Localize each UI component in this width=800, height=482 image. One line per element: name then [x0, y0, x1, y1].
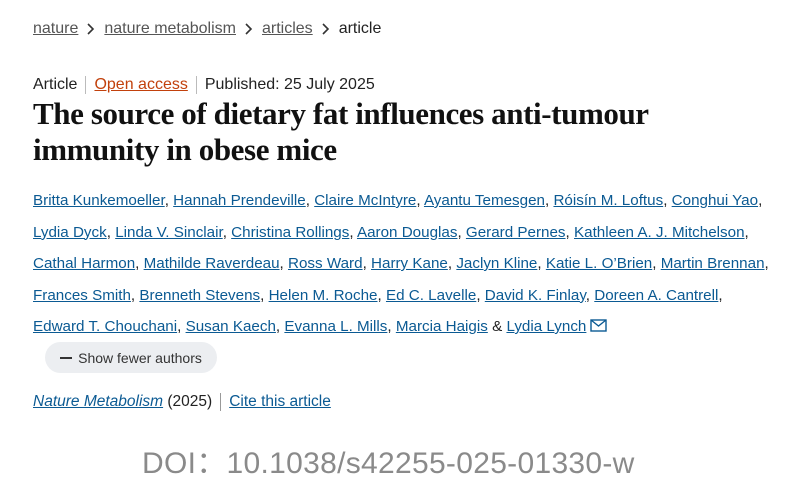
cite-link[interactable]: Cite this article [220, 393, 331, 411]
author-name[interactable]: Ayantu Temesgen [423, 192, 545, 209]
author-name[interactable]: Lydia Dyck [33, 223, 107, 241]
author-name[interactable]: Mathilde Raverdeau [143, 255, 280, 272]
author-separator: , [106, 223, 111, 241]
author-name[interactable]: Edward T. Chouchani [33, 318, 178, 335]
open-access[interactable]: Open access [85, 76, 195, 94]
author-name[interactable]: Martin Brennan [660, 255, 765, 272]
author-name[interactable]: David K. Finlay [484, 286, 586, 304]
author-name[interactable]: Susan Kaech [185, 318, 276, 335]
breadcrumb: nature nature metabolism articles articl… [33, 20, 381, 38]
author-name[interactable]: Marcia Haigis [395, 318, 488, 335]
crumb-link[interactable]: nature metabolism [104, 20, 236, 37]
author-name[interactable]: Linda V. Sinclair [115, 223, 223, 241]
chevron [322, 23, 329, 35]
crumb-current: article [338, 20, 382, 37]
author-separator: , [476, 286, 481, 304]
author-name[interactable]: Christina Rollings [231, 223, 350, 241]
author-name[interactable]: Doreen A. Cantrell [594, 286, 719, 304]
author-separator: , [544, 192, 550, 209]
author-name[interactable]: Cathal Harmon [33, 255, 136, 272]
author-separator: , [718, 286, 723, 304]
author-separator: , [387, 318, 392, 335]
author-separator: , [349, 223, 354, 241]
author-separator: , [279, 255, 284, 272]
crumb-link[interactable]: articles [262, 20, 313, 37]
chevron [245, 23, 253, 35]
author-name[interactable]: Ed C. Lavelle [385, 286, 477, 304]
author-separator: , [585, 286, 591, 304]
author-name[interactable]: Helen M. Roche [268, 286, 378, 304]
author-name[interactable]: Frances Smith [33, 286, 131, 304]
journal-name[interactable]: Nature Metabolism [33, 393, 164, 410]
author-separator: , [652, 255, 657, 272]
published-date: Published: 25 July 2025 [195, 76, 383, 94]
author-name[interactable]: Jaclyn Kline [456, 255, 538, 272]
author-name[interactable]: Britta Kunkemoeller [33, 192, 165, 209]
author-separator: , [222, 223, 227, 241]
author-separator: , [377, 286, 382, 304]
author-separator: , [362, 255, 367, 272]
author-name[interactable]: Aaron Douglas [356, 223, 458, 241]
journal-year: (2025) [167, 393, 213, 410]
author-name[interactable]: Conghui Yao [671, 192, 759, 209]
author-name[interactable]: Claire McIntyre [314, 192, 417, 209]
article-title: The source of dietary fat influences ant… [33, 96, 649, 167]
author-separator: , [447, 255, 453, 272]
journal-line: Nature Metabolism (2025) Cite this artic… [33, 393, 331, 411]
author-separator: , [416, 192, 421, 209]
doi: DOI：10.1038/s42255-025-01330-w [142, 447, 635, 480]
author-name[interactable]: Kathleen A. J. Mitchelson [574, 223, 745, 241]
author-separator: , [305, 192, 310, 209]
author-name[interactable]: Róisín M. Loftus [553, 192, 664, 209]
author-last-separator: & [492, 318, 503, 335]
author-name[interactable]: Katie L. O’Brien [545, 255, 653, 272]
author-separator: , [565, 223, 570, 241]
author-separator: , [164, 192, 169, 209]
author-name[interactable]: Hannah Prendeville [173, 192, 306, 209]
author-name[interactable]: Ross Ward [288, 255, 363, 272]
crumb-link[interactable]: nature [33, 20, 79, 37]
author-name[interactable]: Evanna L. Mills [284, 318, 388, 335]
author-separator: , [260, 286, 265, 304]
toggle-authors-button[interactable]: Show fewer authors [45, 342, 217, 373]
author-separator: , [537, 255, 542, 272]
article-meta: Article Open access Published: 25 July 2… [33, 76, 383, 94]
author-name[interactable]: Gerard Pernes [465, 223, 566, 241]
author-name[interactable]: Harry Kane [371, 255, 448, 272]
author-separator: , [758, 192, 763, 209]
author-separator: , [744, 223, 749, 241]
author-separator: , [275, 318, 281, 335]
author-separator: , [130, 286, 136, 304]
author-separator: , [663, 192, 668, 209]
author-name[interactable]: Brenneth Stevens [139, 286, 261, 304]
author-separator: , [764, 255, 769, 272]
email-icon[interactable] [590, 319, 608, 332]
author-name[interactable]: Lydia Lynch [506, 318, 587, 335]
author-separator: , [457, 223, 462, 241]
author-separator: , [177, 318, 182, 335]
article-type: Article [33, 76, 78, 93]
author-separator: , [135, 255, 140, 272]
chevron [87, 23, 95, 35]
author-list: Britta Kunkemoeller, Hannah Prendeville,… [33, 185, 778, 343]
